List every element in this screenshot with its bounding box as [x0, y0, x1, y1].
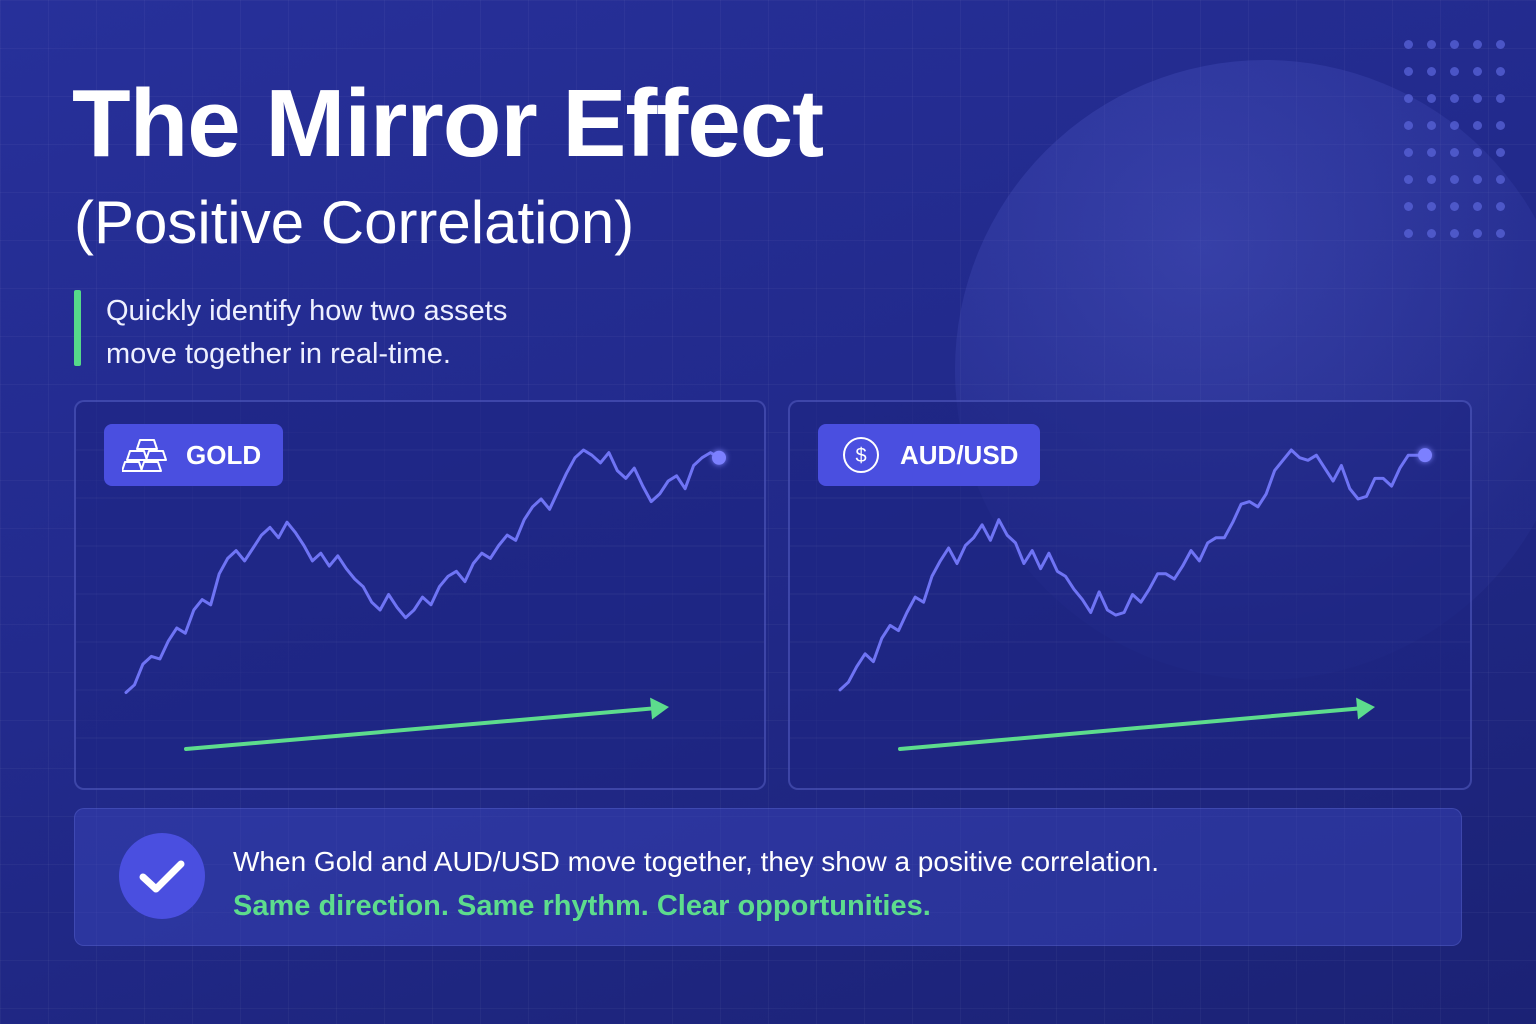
trend-arrow-head: [1356, 697, 1375, 720]
intro-accent-bar: [74, 290, 81, 366]
callout-statement: When Gold and AUD/USD move together, the…: [233, 846, 1160, 877]
decor-dot: [1427, 202, 1436, 211]
decor-dot: [1496, 148, 1505, 157]
decor-dot: [1496, 175, 1505, 184]
decor-dot: [1496, 202, 1505, 211]
decor-dot: [1450, 40, 1459, 49]
audusd-chart-panel: $ AUD/USD: [788, 400, 1472, 790]
decor-dot: [1496, 94, 1505, 103]
decor-dot: [1473, 229, 1482, 238]
audusd-badge-label: AUD/USD: [900, 439, 1019, 470]
decor-dot: [1473, 94, 1482, 103]
series-line: [124, 448, 721, 694]
svg-text:$: $: [855, 445, 866, 467]
decor-dot: [1427, 148, 1436, 157]
gold-chart-panel: GOLD: [74, 400, 766, 790]
callout-highlight: Same direction. Same rhythm. Clear oppor…: [233, 890, 931, 922]
decor-dot: [1450, 94, 1459, 103]
decor-dot: [1427, 94, 1436, 103]
decor-dot: [1496, 121, 1505, 130]
decor-dot: [1450, 202, 1459, 211]
decor-dot: [1404, 67, 1413, 76]
decor-dot: [1404, 121, 1413, 130]
intro-block: Quickly identify how two assets move tog…: [74, 290, 666, 376]
gold-badge: GOLD: [104, 424, 284, 486]
intro-text: Quickly identify how two assets move tog…: [106, 290, 666, 376]
trend-arrow-line: [184, 706, 654, 751]
dollar-coin-icon: $: [836, 435, 886, 475]
decorative-dot-grid: [1404, 40, 1514, 250]
decor-dot: [1473, 202, 1482, 211]
last-point-marker: [1418, 448, 1432, 463]
decor-dot: [1473, 40, 1482, 49]
gold-chart: [76, 448, 764, 751]
decor-dot: [1450, 67, 1459, 76]
gold-badge-label: GOLD: [186, 439, 262, 470]
page-subtitle: (Positive Correlation): [74, 189, 635, 256]
check-icon: [119, 833, 205, 919]
decor-dot: [1450, 229, 1459, 238]
audusd-chart: [790, 448, 1470, 751]
summary-callout: When Gold and AUD/USD move together, the…: [74, 808, 1462, 946]
decor-dot: [1450, 121, 1459, 130]
decor-dot: [1427, 229, 1436, 238]
gold-bars-icon: [122, 435, 172, 475]
page-title: The Mirror Effect: [72, 70, 824, 177]
series-line: [838, 448, 1427, 692]
intro-line-1: Quickly identify how two assets: [106, 295, 508, 327]
decor-dot: [1473, 121, 1482, 130]
decor-dot: [1404, 94, 1413, 103]
decor-dot: [1496, 67, 1505, 76]
decor-dot: [1427, 121, 1436, 130]
last-point-marker: [712, 450, 726, 465]
decor-dot: [1450, 148, 1459, 157]
trend-arrow-head: [650, 697, 669, 720]
decor-dot: [1473, 148, 1482, 157]
decor-dot: [1404, 148, 1413, 157]
decor-dot: [1427, 175, 1436, 184]
decor-dot: [1450, 175, 1459, 184]
decor-dot: [1427, 40, 1436, 49]
decor-dot: [1496, 229, 1505, 238]
audusd-badge: $ AUD/USD: [818, 424, 1041, 486]
decor-dot: [1473, 175, 1482, 184]
decor-dot: [1404, 229, 1413, 238]
decor-dot: [1404, 40, 1413, 49]
decor-dot: [1473, 67, 1482, 76]
decor-dot: [1404, 202, 1413, 211]
decor-dot: [1427, 67, 1436, 76]
decor-dot: [1404, 175, 1413, 184]
callout-text: When Gold and AUD/USD move together, the…: [233, 839, 1159, 929]
decor-dot: [1496, 40, 1505, 49]
intro-line-2: move together in real-time.: [106, 338, 451, 370]
trend-arrow-line: [898, 706, 1360, 751]
